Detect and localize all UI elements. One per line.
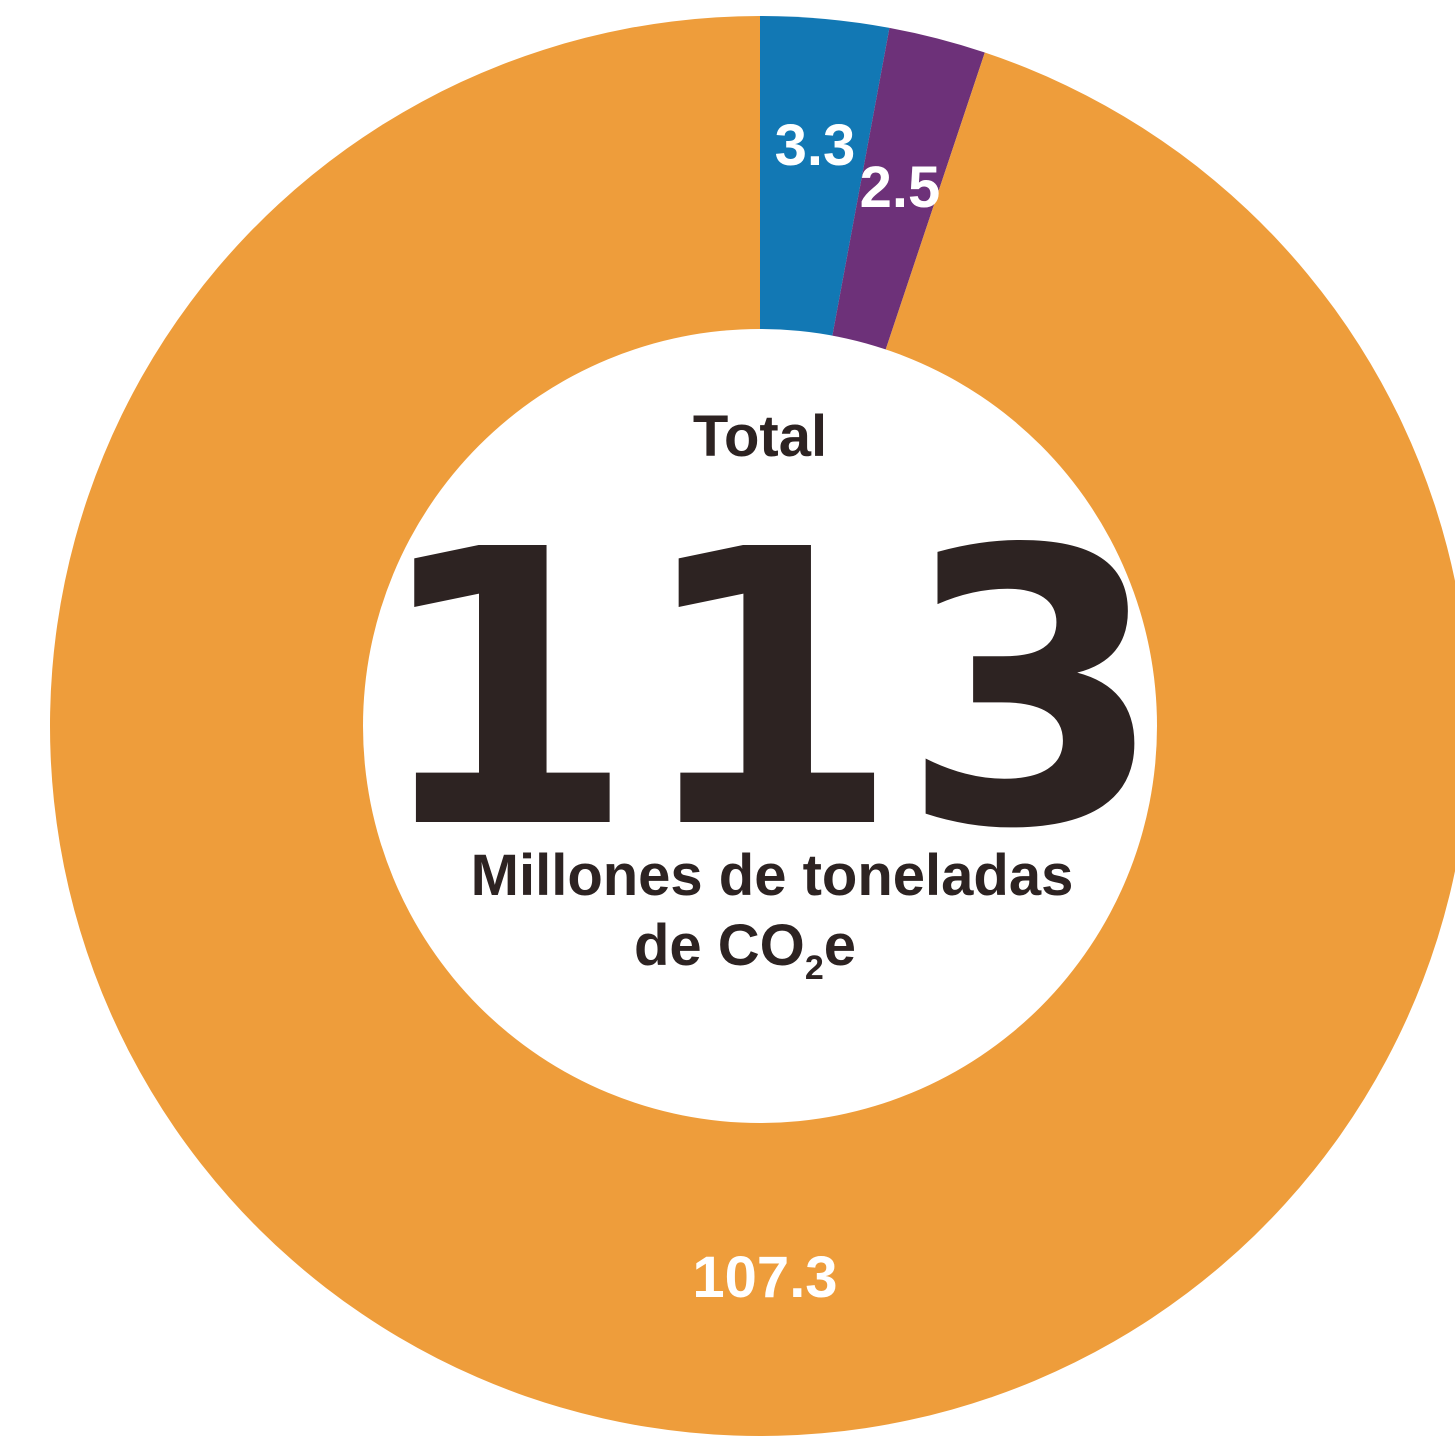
unit-suffix: e — [824, 913, 856, 978]
center-total-value: 113 — [371, 469, 1164, 912]
center-unit-line2: de CO2e — [634, 913, 856, 987]
unit-prefix: de CO — [634, 913, 805, 978]
slice-labels: 3.32.5 107.3 — [692, 113, 940, 1310]
slice-label-107.3: 107.3 — [692, 1245, 837, 1310]
donut-hole — [363, 329, 1157, 1123]
center-total-label: Total — [693, 404, 827, 469]
unit-subscript: 2 — [805, 949, 824, 987]
center-unit-line1: Millones de toneladas — [471, 843, 1074, 908]
slice-label-3.3: 3.3 — [775, 113, 856, 178]
slice-label-2.5: 2.5 — [860, 155, 941, 220]
